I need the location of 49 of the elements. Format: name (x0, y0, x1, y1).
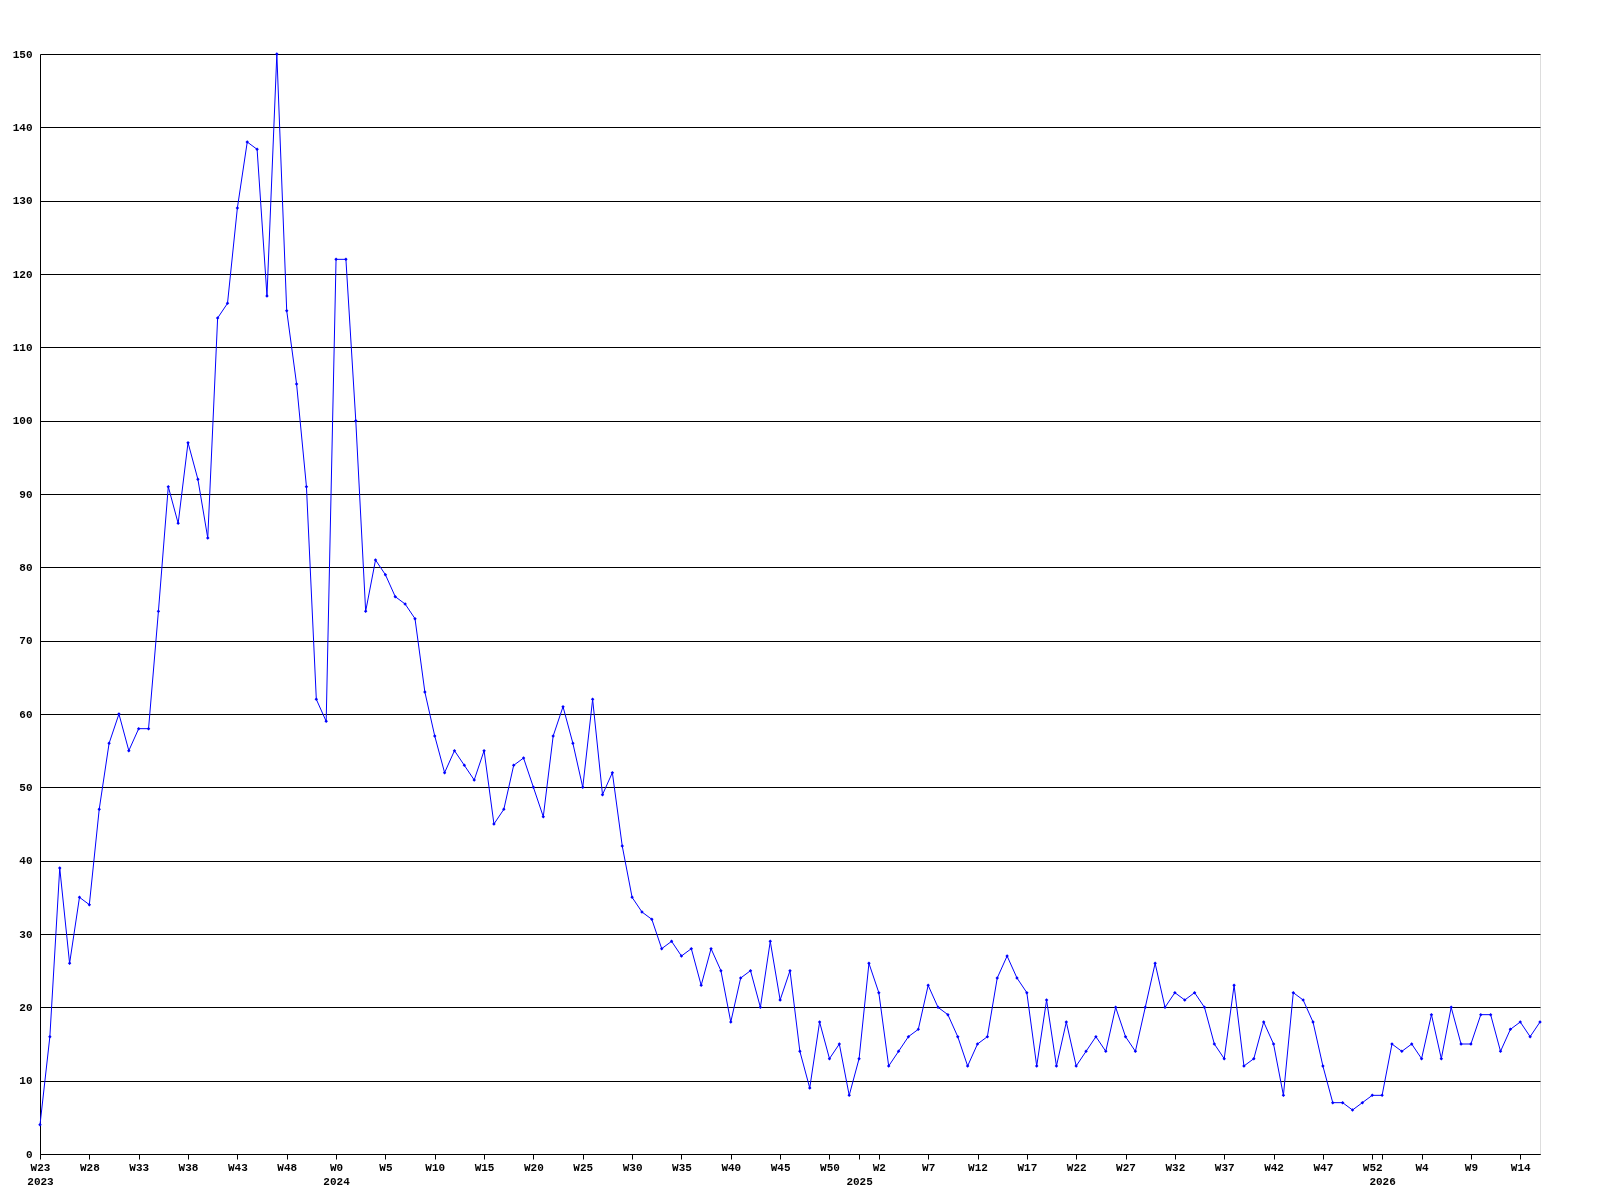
x-tick-label: W10 (425, 1161, 446, 1174)
x-tick-label: W30 (622, 1161, 643, 1174)
y-tick-label: 100 (12, 415, 33, 428)
x-tick-label: W47 (1313, 1161, 1334, 1174)
y-tick-label: 40 (19, 855, 33, 868)
x-tick-label: W38 (178, 1161, 199, 1174)
y-tick-label: 30 (19, 928, 33, 941)
x-tick-label: 2025 (846, 1175, 874, 1188)
x-tick-label: W28 (79, 1161, 101, 1174)
x-tick-label: W50 (820, 1161, 840, 1174)
x-tick-label: W4 (1415, 1161, 1430, 1174)
x-tick-label: W32 (1165, 1161, 1186, 1174)
x-tick-label: W22 (1066, 1161, 1087, 1174)
y-tick-label: 10 (19, 1075, 33, 1088)
x-tick-label: W33 (129, 1161, 150, 1174)
x-tick-label: W17 (1017, 1161, 1038, 1174)
x-tick-label: W40 (721, 1161, 742, 1174)
y-tick-label: 60 (19, 708, 33, 721)
x-tick-label: W35 (672, 1161, 693, 1174)
x-tick-label: W0 2024 (323, 1161, 351, 1188)
y-tick-label: 140 (12, 121, 33, 134)
y-tick-label: 130 (12, 195, 33, 208)
y-tick-label: 0 (25, 1148, 33, 1161)
x-tick-label: W43 (227, 1161, 249, 1174)
x-tick-label: W20 (524, 1161, 544, 1174)
x-tick-label: W12 (968, 1161, 988, 1174)
x-tick-label: W27 (1116, 1161, 1136, 1174)
y-tick-label: 80 (19, 561, 33, 574)
x-tick-label: W9 (1464, 1161, 1479, 1174)
x-tick-label: W37 (1214, 1161, 1235, 1174)
x-tick-label: W5 (379, 1161, 393, 1174)
x-tick-label: W25 (573, 1161, 594, 1174)
x-tick-label: W15 (474, 1161, 495, 1174)
x-tick-label: W23 2023 (27, 1161, 55, 1188)
x-tick-label: W48 (277, 1161, 298, 1174)
y-tick-label: 150 (12, 48, 33, 61)
y-tick-label: 110 (12, 341, 33, 354)
x-tick-label: W14 (1510, 1161, 1532, 1174)
y-tick-label: 50 (19, 781, 33, 794)
x-tick-label: W7 (922, 1161, 936, 1174)
y-tick-label: 120 (12, 268, 33, 281)
x-tick-label: W45 (770, 1161, 791, 1174)
x-tick-label: W42 (1264, 1161, 1284, 1174)
x-tick-label: W52 (1362, 1161, 1383, 1174)
x-tick-label: W2 (872, 1161, 886, 1174)
y-tick-label: 90 (19, 488, 33, 501)
y-tick-label: 70 (19, 635, 33, 648)
x-tick-label: 2026 (1369, 1175, 1396, 1188)
y-tick-label: 20 (19, 1001, 33, 1014)
